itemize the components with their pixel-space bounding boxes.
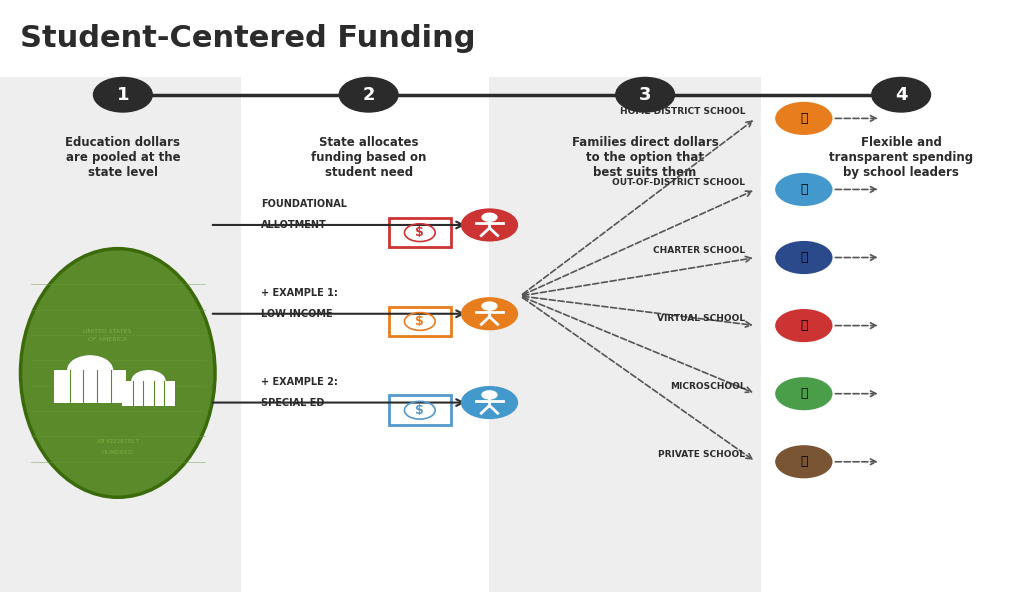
- Ellipse shape: [68, 355, 113, 385]
- Circle shape: [481, 301, 498, 311]
- Text: SPECIAL ED: SPECIAL ED: [261, 398, 325, 407]
- Text: 3: 3: [639, 86, 651, 104]
- Circle shape: [94, 78, 152, 111]
- Text: $: $: [416, 226, 424, 239]
- FancyBboxPatch shape: [122, 381, 175, 406]
- Text: PRIVATE SCHOOL: PRIVATE SCHOOL: [658, 450, 745, 459]
- Circle shape: [775, 309, 833, 342]
- Circle shape: [775, 445, 833, 478]
- Ellipse shape: [20, 249, 215, 497]
- FancyBboxPatch shape: [54, 370, 126, 403]
- Text: 🏫: 🏫: [800, 455, 808, 468]
- Text: HOME DISTRICT SCHOOL: HOME DISTRICT SCHOOL: [620, 107, 745, 116]
- FancyBboxPatch shape: [389, 218, 451, 247]
- Circle shape: [872, 78, 930, 111]
- Text: $: $: [416, 404, 424, 417]
- Text: + EXAMPLE 1:: + EXAMPLE 1:: [261, 288, 338, 298]
- Text: UNITED STATES: UNITED STATES: [83, 329, 132, 334]
- FancyBboxPatch shape: [489, 77, 761, 592]
- Text: OF AMERICA: OF AMERICA: [88, 337, 127, 342]
- Text: 🏫: 🏫: [800, 183, 808, 196]
- Text: ALLOTMENT: ALLOTMENT: [261, 220, 327, 230]
- Text: VIRTUAL SCHOOL: VIRTUAL SCHOOL: [657, 314, 745, 323]
- Circle shape: [461, 386, 518, 419]
- Circle shape: [461, 208, 518, 242]
- Text: State allocates
funding based on
student need: State allocates funding based on student…: [311, 136, 426, 179]
- Circle shape: [481, 390, 498, 400]
- Text: AB 92228735 T: AB 92228735 T: [96, 439, 139, 443]
- Circle shape: [616, 78, 674, 111]
- Circle shape: [775, 173, 833, 206]
- Text: Flexible and
transparent spending
by school leaders: Flexible and transparent spending by sch…: [829, 136, 973, 179]
- Circle shape: [775, 377, 833, 410]
- Text: Families direct dollars
to the option that
best suits them: Families direct dollars to the option th…: [571, 136, 719, 179]
- Text: FOUNDATIONAL: FOUNDATIONAL: [261, 200, 347, 209]
- Circle shape: [340, 78, 397, 111]
- FancyBboxPatch shape: [389, 395, 451, 425]
- Text: $: $: [416, 315, 424, 328]
- FancyBboxPatch shape: [0, 77, 241, 592]
- Text: + EXAMPLE 2:: + EXAMPLE 2:: [261, 377, 338, 387]
- Text: HUNDRED: HUNDRED: [101, 451, 134, 455]
- Text: 4: 4: [895, 86, 907, 104]
- Text: Student-Centered Funding: Student-Centered Funding: [20, 24, 476, 53]
- Text: 🏫: 🏫: [800, 319, 808, 332]
- Text: 2: 2: [362, 86, 375, 104]
- Circle shape: [481, 213, 498, 222]
- Text: 1: 1: [117, 86, 129, 104]
- Text: MICROSCHOOL: MICROSCHOOL: [670, 382, 745, 391]
- Circle shape: [775, 241, 833, 274]
- Text: 🏫: 🏫: [800, 112, 808, 125]
- Text: 🏫: 🏫: [800, 387, 808, 400]
- Text: CHARTER SCHOOL: CHARTER SCHOOL: [653, 246, 745, 255]
- Text: LOW INCOME: LOW INCOME: [261, 309, 333, 318]
- Text: OUT-OF-DISTRICT SCHOOL: OUT-OF-DISTRICT SCHOOL: [612, 178, 745, 187]
- Text: Education dollars
are pooled at the
state level: Education dollars are pooled at the stat…: [66, 136, 180, 179]
- FancyBboxPatch shape: [389, 307, 451, 336]
- Circle shape: [775, 102, 833, 135]
- Circle shape: [461, 297, 518, 330]
- Ellipse shape: [131, 370, 166, 392]
- Text: 🏫: 🏫: [800, 251, 808, 264]
